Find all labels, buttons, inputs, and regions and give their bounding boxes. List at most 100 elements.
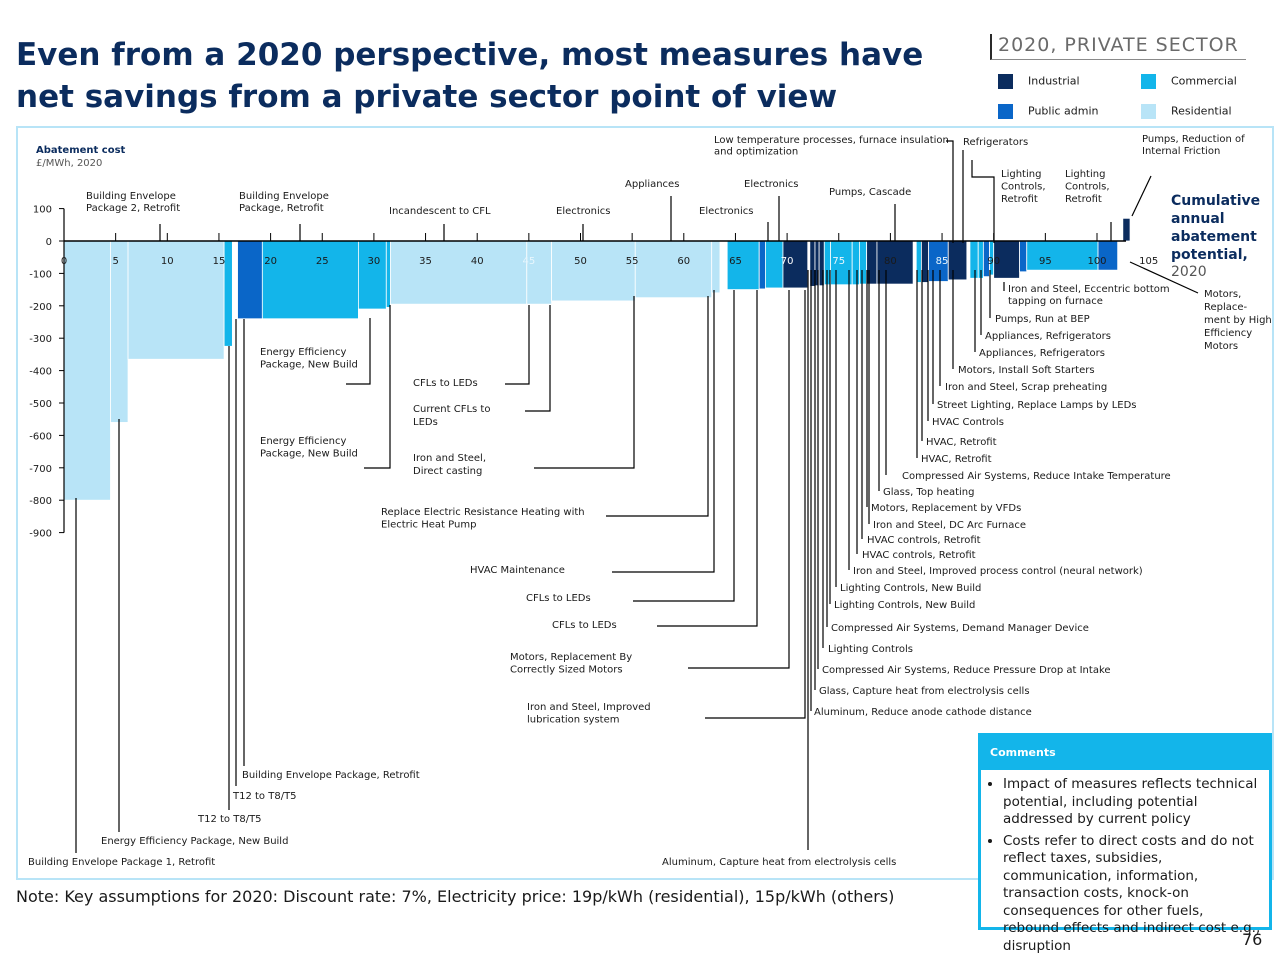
x-tick-label: 90 xyxy=(987,256,1000,267)
x-tick-label: 60 xyxy=(677,256,690,267)
annotation-label: Aluminum, Reduce anode cathode distance xyxy=(814,707,1032,718)
annotation-label: Compressed Air Systems, Demand Manager D… xyxy=(831,623,1089,634)
x-tick-label: 70 xyxy=(781,256,794,267)
annotation-label: Iron and Steel, Eccentric bottom xyxy=(1008,284,1170,295)
annotation-label: T12 to T8/T5 xyxy=(232,791,297,802)
cost-bar xyxy=(526,240,552,305)
chart-frame xyxy=(16,126,1274,880)
page-number: 76 xyxy=(1242,930,1263,949)
annotation-label: Building Envelope xyxy=(239,191,329,202)
annotation-label: Replace- xyxy=(1204,302,1248,313)
x-tick-label: 20 xyxy=(264,256,277,267)
annotation-label: HVAC, Retrofit xyxy=(926,437,997,448)
annotation-label: Appliances xyxy=(625,179,679,190)
y-tick-label: 100 xyxy=(33,205,52,216)
legend-item-residential: Residential xyxy=(1141,104,1232,119)
annotation-label: Lighting xyxy=(1001,169,1041,180)
comments-title: Comments xyxy=(981,736,1269,770)
legend-label: Commercial xyxy=(1171,74,1237,88)
cost-bar xyxy=(237,240,263,320)
annotation-label: Low temperature processes, furnace insul… xyxy=(714,135,949,146)
y-tick-label: -800 xyxy=(29,496,52,507)
legend-item-commercial: Commercial xyxy=(1141,74,1237,89)
y-tick-label: -500 xyxy=(29,399,52,410)
x-tick-label: 55 xyxy=(626,256,639,267)
annotation-leader xyxy=(705,290,806,719)
annotation-label: Appliances, Refrigerators xyxy=(985,331,1111,342)
cost-bar xyxy=(127,240,225,360)
annotation-label: and optimization xyxy=(714,147,798,158)
y-tick-label: -300 xyxy=(29,334,52,345)
annotation-label: HVAC, Retrofit xyxy=(921,454,992,465)
legend-label: Residential xyxy=(1171,104,1232,118)
annotation-label: Motors, xyxy=(1204,289,1241,300)
x-tick-label: 95 xyxy=(1039,256,1052,267)
x-tick-label: 5 xyxy=(112,256,118,267)
x-tick-label: 0 xyxy=(61,256,67,267)
annotation-label: Energy Efficiency xyxy=(260,347,346,358)
annotation-leader xyxy=(534,296,635,469)
annotation-label: Package, New Build xyxy=(260,360,358,371)
x-tick-label: 80 xyxy=(884,256,897,267)
annotation-label: lubrication system xyxy=(527,715,619,726)
annotation-label: Compressed Air Systems, Reduce Intake Te… xyxy=(902,471,1171,482)
annotation-label: Electronics xyxy=(556,206,611,217)
annotation-label: Iron and Steel, Scrap preheating xyxy=(945,382,1107,393)
annotation-label: Efficiency xyxy=(1204,328,1252,339)
annotation-label: Package, New Build xyxy=(260,449,358,460)
annotation-label: Lighting Controls, New Build xyxy=(840,583,981,594)
cost-bar xyxy=(782,240,809,289)
legend-item-public-admin: Public admin xyxy=(998,104,1099,119)
cost-bar xyxy=(851,240,860,286)
cost-bar xyxy=(358,240,387,310)
cost-bar xyxy=(1122,217,1131,242)
x-axis-title: annual xyxy=(1171,211,1225,227)
annotation-leader xyxy=(606,296,709,517)
x-tick-label: 40 xyxy=(471,256,484,267)
comments-list: Impact of measures reflects technical po… xyxy=(981,776,1269,955)
cost-bar xyxy=(758,240,766,290)
annotation-label: Internal Friction xyxy=(1142,146,1220,157)
cost-bar xyxy=(110,240,129,423)
annotation-label: CFLs to LEDs xyxy=(552,620,617,631)
annotation-label: Retrofit xyxy=(1065,194,1102,205)
cost-bar xyxy=(385,240,391,308)
cost-bar xyxy=(634,240,713,299)
x-axis-title: Cumulative xyxy=(1171,193,1260,209)
annotation-label: Iron and Steel, Improved xyxy=(527,702,651,713)
annotation-label: ment by High xyxy=(1204,315,1272,326)
page-title: Even from a 2020 perspective, most measu… xyxy=(16,37,924,115)
annotation-label: Motors xyxy=(1204,341,1238,352)
legend-swatch xyxy=(1141,74,1156,89)
annotation-label: tapping on furnace xyxy=(1008,296,1103,307)
cost-bar xyxy=(859,240,868,285)
annotation-label: Lighting Controls xyxy=(828,644,913,655)
x-tick-label: 45 xyxy=(522,256,535,267)
annotation-label: Glass, Capture heat from electrolysis ce… xyxy=(819,686,1030,697)
annotation-leader xyxy=(1131,175,1152,217)
annotation-leader xyxy=(364,305,391,469)
y-axis-title: Abatement cost xyxy=(36,145,126,156)
annotation-label: CFLs to LEDs xyxy=(413,378,478,389)
annotation-leader xyxy=(946,140,954,243)
annotation-label: Current CFLs to xyxy=(413,404,490,415)
annotation-leader xyxy=(525,305,551,412)
annotation-label: Energy Efficiency Package, New Build xyxy=(101,836,288,847)
annotation-label: Pumps, Cascade xyxy=(829,187,911,198)
y-tick-label: -400 xyxy=(29,367,52,378)
annotation-leader xyxy=(346,318,371,385)
x-axis-year: 2020 xyxy=(1171,264,1207,280)
x-tick-label: 85 xyxy=(936,256,949,267)
annotation-label: HVAC controls, Retrofit xyxy=(862,550,976,561)
annotation-label: Motors, Install Soft Starters xyxy=(958,365,1095,376)
legend-item-industrial: Industrial xyxy=(998,74,1080,89)
x-tick-label: 75 xyxy=(832,256,845,267)
annotation-label: Retrofit xyxy=(1001,194,1038,205)
annotation-label: Direct casting xyxy=(413,466,482,477)
cost-bar xyxy=(551,240,636,302)
x-tick-label: 25 xyxy=(316,256,329,267)
annotation-label: Controls, xyxy=(1001,182,1046,193)
cost-bar xyxy=(969,240,979,279)
cost-bar xyxy=(261,240,359,320)
